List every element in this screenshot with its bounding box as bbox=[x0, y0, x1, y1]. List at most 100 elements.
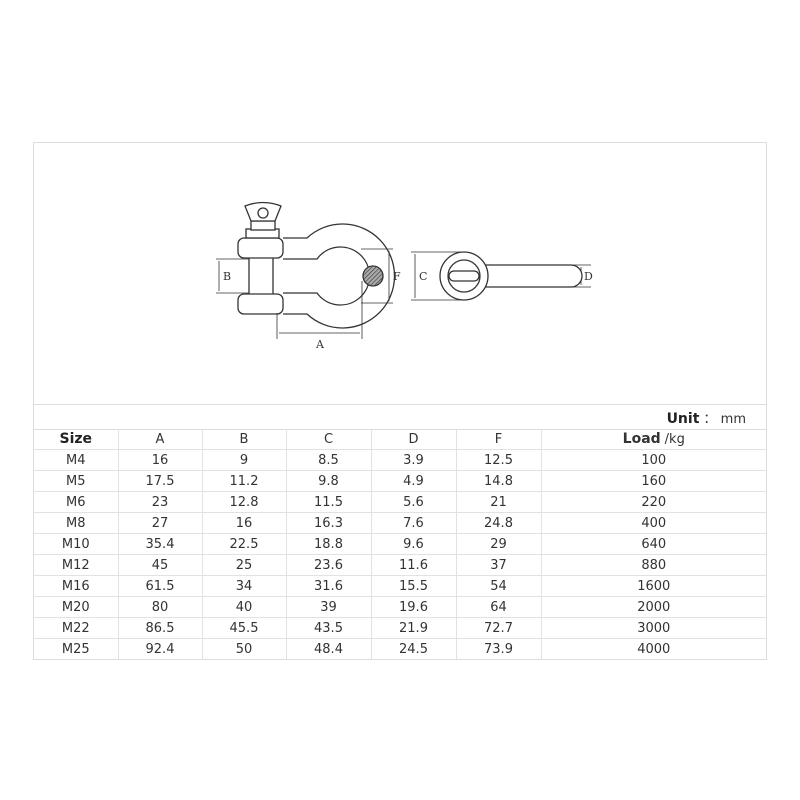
header-f: F bbox=[455, 429, 542, 450]
table-cell: 86.5 bbox=[117, 617, 203, 639]
table-cell: 80 bbox=[117, 596, 203, 618]
table-cell: 35.4 bbox=[117, 533, 203, 555]
table-cell: M10 bbox=[34, 533, 119, 555]
shackle-side-view bbox=[237, 201, 396, 329]
table-row: M5 17.5 11.2 9.8 4.9 14.8 160 bbox=[34, 470, 766, 492]
table-cell: 48.4 bbox=[285, 638, 372, 659]
table-cell: 64 bbox=[455, 596, 542, 618]
table-cell: 3.9 bbox=[370, 449, 457, 471]
label-d: D bbox=[584, 270, 593, 283]
table-cell: 24.5 bbox=[370, 638, 457, 659]
table-row: M25 92.4 50 48.4 24.5 73.9 4000 bbox=[34, 638, 766, 659]
table-cell: 73.9 bbox=[455, 638, 542, 659]
table-cell: 11.5 bbox=[285, 491, 372, 513]
table-header-row: Size A B C D F Load/kg bbox=[34, 429, 766, 450]
shackle-drawing: B A F C D bbox=[216, 201, 593, 351]
shackle-diagram: B A F C D bbox=[34, 143, 766, 405]
table-cell: 16.3 bbox=[285, 512, 372, 534]
header-size: Size bbox=[34, 429, 119, 450]
table-cell: M20 bbox=[34, 596, 119, 618]
label-b: B bbox=[223, 270, 231, 283]
table-cell: 31.6 bbox=[285, 575, 372, 597]
unit-value: ： mm bbox=[703, 412, 746, 427]
table-cell: 11.2 bbox=[201, 470, 287, 492]
label-c: C bbox=[419, 270, 427, 283]
table-cell: 1600 bbox=[540, 575, 766, 597]
table-cell: 24.8 bbox=[455, 512, 542, 534]
table-cell: 45.5 bbox=[201, 617, 287, 639]
table-cell: 50 bbox=[201, 638, 287, 659]
table-cell: 5.6 bbox=[370, 491, 457, 513]
table-cell: 14.8 bbox=[455, 470, 542, 492]
table-cell: 16 bbox=[117, 449, 203, 471]
table-cell: 12.8 bbox=[201, 491, 287, 513]
unit-row: Unit ： mm bbox=[34, 404, 766, 430]
table-cell: 21 bbox=[455, 491, 542, 513]
label-f: F bbox=[393, 270, 401, 283]
header-load: Load/kg bbox=[540, 429, 766, 450]
table-cell: 16 bbox=[201, 512, 287, 534]
table-cell: M16 bbox=[34, 575, 119, 597]
table-cell: 9.8 bbox=[285, 470, 372, 492]
table-cell: 45 bbox=[117, 554, 203, 576]
table-cell: M12 bbox=[34, 554, 119, 576]
table-row: M4 16 9 8.5 3.9 12.5 100 bbox=[34, 449, 766, 471]
table-row: M8 27 16 16.3 7.6 24.8 400 bbox=[34, 512, 766, 534]
header-d: D bbox=[370, 429, 457, 450]
table-cell: 25 bbox=[201, 554, 287, 576]
table-row: M12 45 25 23.6 11.6 37 880 bbox=[34, 554, 766, 576]
table-cell: 23.6 bbox=[285, 554, 372, 576]
table-cell: 4.9 bbox=[370, 470, 457, 492]
table-cell: 17.5 bbox=[117, 470, 203, 492]
table-row: M10 35.4 22.5 18.8 9.6 29 640 bbox=[34, 533, 766, 555]
shackle-top-view bbox=[439, 251, 583, 301]
table-cell: 54 bbox=[455, 575, 542, 597]
table-cell: 160 bbox=[540, 470, 766, 492]
table-cell: M5 bbox=[34, 470, 119, 492]
table-cell: 400 bbox=[540, 512, 766, 534]
table-cell: M22 bbox=[34, 617, 119, 639]
table-cell: M4 bbox=[34, 449, 119, 471]
table-cell: 40 bbox=[201, 596, 287, 618]
spec-table: Size A B C D F Load/kg M4 16 9 8.5 3.9 12.5 10… bbox=[34, 429, 766, 659]
table-cell: 15.5 bbox=[370, 575, 457, 597]
table-cell: 19.6 bbox=[370, 596, 457, 618]
table-cell: 8.5 bbox=[285, 449, 372, 471]
table-cell: 22.5 bbox=[201, 533, 287, 555]
table-cell: 4000 bbox=[540, 638, 766, 659]
table-cell: 11.6 bbox=[370, 554, 457, 576]
table-cell: 43.5 bbox=[285, 617, 372, 639]
table-cell: 72.7 bbox=[455, 617, 542, 639]
table-cell: 3000 bbox=[540, 617, 766, 639]
unit-note: Unit ： mm bbox=[667, 408, 746, 427]
table-row: M6 23 12.8 11.5 5.6 21 220 bbox=[34, 491, 766, 513]
table-cell: M8 bbox=[34, 512, 119, 534]
table-cell: 92.4 bbox=[117, 638, 203, 659]
table-cell: 2000 bbox=[540, 596, 766, 618]
table-cell: 29 bbox=[455, 533, 542, 555]
table-cell: 61.5 bbox=[117, 575, 203, 597]
header-a: A bbox=[117, 429, 203, 450]
table-cell: 34 bbox=[201, 575, 287, 597]
table-cell: 37 bbox=[455, 554, 542, 576]
load-unit: /kg bbox=[664, 432, 685, 447]
table-cell: 27 bbox=[117, 512, 203, 534]
table-cell: 12.5 bbox=[455, 449, 542, 471]
table-cell: M6 bbox=[34, 491, 119, 513]
table-cell: 39 bbox=[285, 596, 372, 618]
table-cell: 9.6 bbox=[370, 533, 457, 555]
table-cell: 220 bbox=[540, 491, 766, 513]
table-row: M20 80 40 39 19.6 64 2000 bbox=[34, 596, 766, 618]
table-cell: 640 bbox=[540, 533, 766, 555]
table-cell: 100 bbox=[540, 449, 766, 471]
table-cell: 9 bbox=[201, 449, 287, 471]
table-cell: 18.8 bbox=[285, 533, 372, 555]
spec-sheet: B A F C D Unit ： mm Size A B C D F Load /… bbox=[33, 142, 767, 660]
header-b: B bbox=[201, 429, 287, 450]
table-cell: M25 bbox=[34, 638, 119, 659]
unit-label: Unit bbox=[666, 411, 700, 427]
header-c: C bbox=[285, 429, 372, 450]
header-load-label: Load bbox=[622, 431, 661, 447]
table-row: M22 86.5 45.5 43.5 21.9 72.7 3000 bbox=[34, 617, 766, 639]
label-a: A bbox=[315, 338, 325, 351]
